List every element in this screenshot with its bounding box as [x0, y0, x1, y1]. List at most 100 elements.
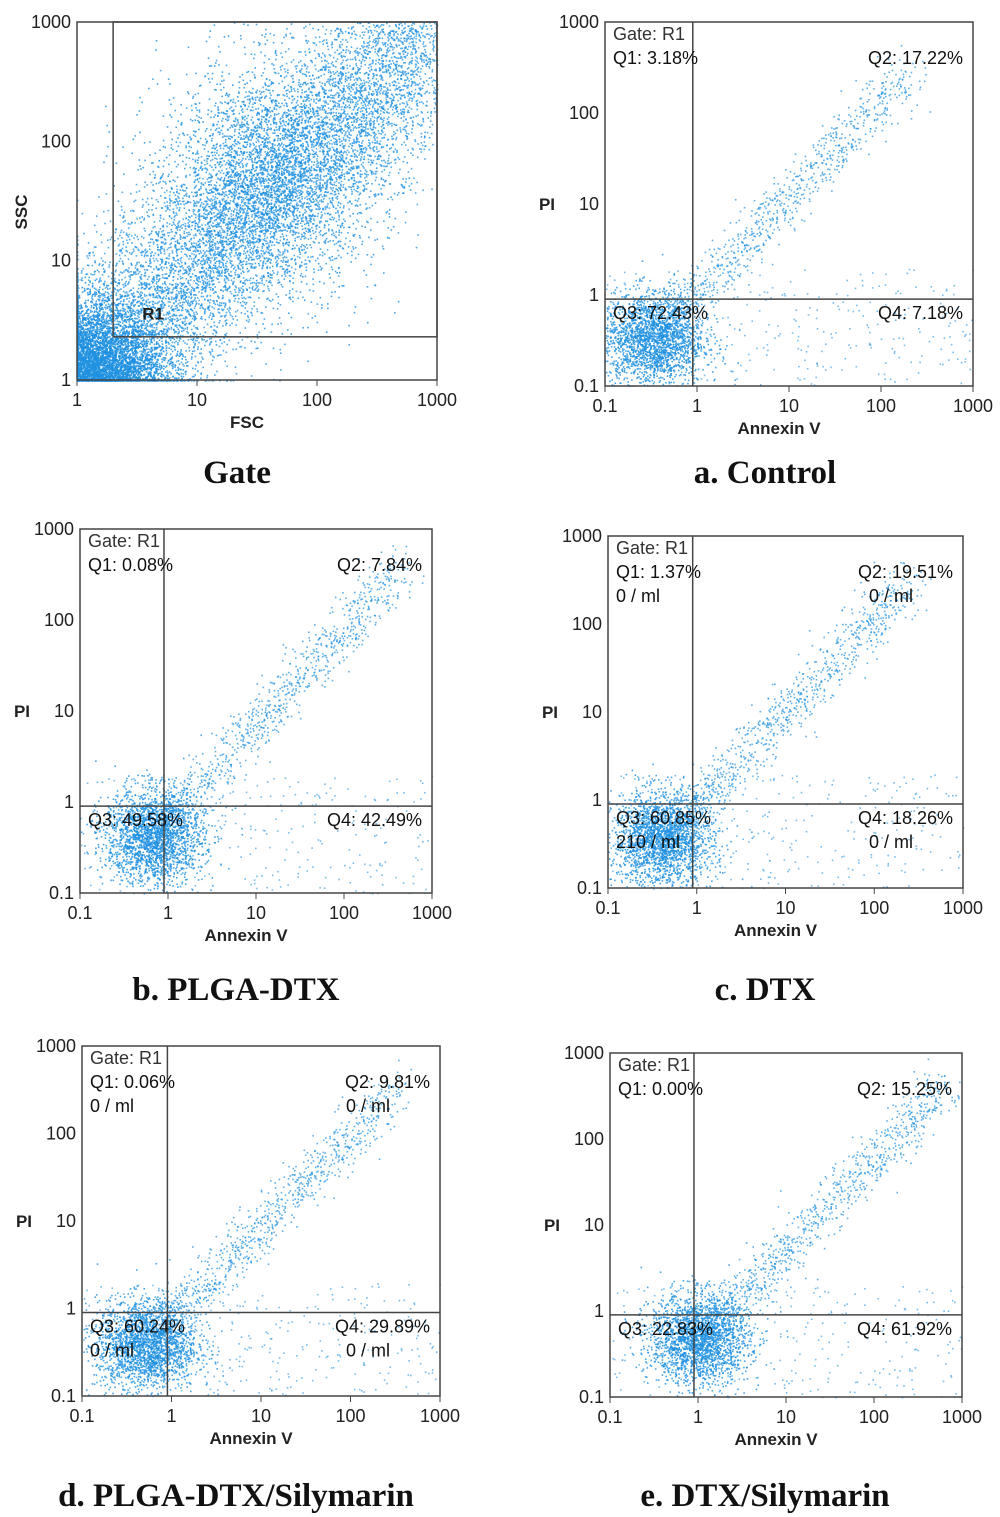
- gate-header: Gate: R1: [90, 1048, 162, 1068]
- x-tick-label: 1000: [420, 1406, 460, 1426]
- quadrant-label-q2: Q2: 17.22%: [868, 48, 963, 68]
- quadrant-label-q4: Q4: 7.18%: [878, 303, 963, 323]
- quadrant-label-q1: Q1: 0.06%: [90, 1072, 175, 1092]
- quadrant-label-q3: Q3: 72.43%: [613, 303, 708, 323]
- quadrant-count-q1: 0 / ml: [90, 1096, 134, 1116]
- y-tick-label: 100: [44, 610, 74, 630]
- x-tick-label: 100: [329, 903, 359, 923]
- quadrant-label-q2: Q2: 19.51%: [858, 562, 953, 582]
- quadrant-label-q2: Q2: 15.25%: [857, 1079, 952, 1099]
- x-tick-label: 0.1: [592, 396, 617, 416]
- gate-header: Gate: R1: [618, 1055, 690, 1075]
- y-tick-label: 10: [56, 1211, 76, 1231]
- y-tick-label: 100: [572, 614, 602, 634]
- x-tick-labels: 0.1 1 10 100 1000: [595, 888, 983, 918]
- y-tick-label: 1: [592, 790, 602, 810]
- x-tick-label: 10: [776, 1407, 796, 1427]
- quadrant-label-q3: Q3: 49.58%: [88, 810, 183, 830]
- y-axis-label: PI: [539, 195, 555, 214]
- caption-plga-dtx: b. PLGA-DTX: [86, 972, 386, 1009]
- quadrant-label-q4: Q4: 29.89%: [335, 1317, 430, 1337]
- x-tick-label: 1: [166, 1406, 176, 1426]
- quadrant-label-q4: Q4: 42.49%: [327, 810, 422, 830]
- y-tick-label: 1000: [559, 12, 599, 32]
- plot-c: 0.1 1 10 100 1000 0.1 1 10 100 1000 Annexin V PI Gat…: [542, 526, 983, 940]
- gate-header: Gate: R1: [88, 531, 160, 551]
- x-axis-label: Annexin V: [209, 1429, 293, 1448]
- gate-header: Gate: R1: [613, 24, 685, 44]
- x-axis-label: Annexin V: [737, 419, 821, 438]
- y-tick-label: 0.1: [577, 878, 602, 898]
- quadrant-label-q3: Q3: 22.83%: [618, 1319, 713, 1339]
- y-tick-label: 1: [61, 370, 71, 390]
- quadrant-label-q4: Q4: 61.92%: [857, 1319, 952, 1339]
- y-tick-label: 0.1: [574, 376, 599, 396]
- caption-plga-dtx-silymarin: d. PLGA-DTX/Silymarin: [0, 1478, 472, 1515]
- x-tick-label: 10: [779, 396, 799, 416]
- caption-gate: Gate: [137, 455, 337, 492]
- event-dots-a: [605, 45, 974, 387]
- gate-header: Gate: R1: [616, 538, 688, 558]
- y-axis-label: PI: [544, 1216, 560, 1235]
- plot-e: 0.1 1 10 100 1000 0.1 1 10 100 1000 Annexin V PI Gat…: [544, 1043, 982, 1449]
- x-axis-label: FSC: [230, 413, 264, 432]
- x-tick-label: 0.1: [69, 1406, 94, 1426]
- y-tick-label: 1: [66, 1299, 76, 1319]
- quadrant-label-q1: Q1: 1.37%: [616, 562, 701, 582]
- y-tick-labels: 0.1 1 10 100 1000: [559, 12, 599, 396]
- x-tick-labels: 0.1 1 10 100 1000: [69, 1396, 460, 1426]
- y-tick-label: 1000: [36, 1036, 76, 1056]
- event-dots-c: [608, 561, 965, 890]
- event-dots-e: [612, 1058, 964, 1399]
- quadrant-label-q2: Q2: 9.81%: [345, 1072, 430, 1092]
- x-tick-label: 100: [302, 390, 332, 410]
- event-dots-gate: [77, 22, 439, 382]
- x-tick-label: 1000: [942, 1407, 982, 1427]
- y-tick-label: 1000: [34, 519, 74, 539]
- y-tick-label: 10: [584, 1215, 604, 1235]
- quadrant-count-q1: 0 / ml: [616, 586, 660, 606]
- x-tick-label: 1000: [412, 903, 452, 923]
- x-axis-label: Annexin V: [734, 921, 818, 940]
- y-tick-label: 0.1: [51, 1386, 76, 1406]
- y-axis-label: PI: [16, 1212, 32, 1231]
- y-tick-label: 10: [51, 251, 71, 271]
- gate-r1-label: R1: [142, 305, 164, 324]
- x-tick-label: 1: [692, 898, 702, 918]
- quadrant-label-q3: Q3: 60.85%: [616, 808, 711, 828]
- y-tick-label: 0.1: [579, 1387, 604, 1407]
- y-tick-label: 1000: [562, 526, 602, 546]
- x-tick-label: 1000: [943, 898, 983, 918]
- quadrant-label-q1: Q1: 0.08%: [88, 555, 173, 575]
- x-tick-label: 1000: [953, 396, 993, 416]
- event-dots-d: [83, 1059, 441, 1398]
- x-tick-label: 100: [335, 1406, 365, 1426]
- y-tick-label: 100: [41, 131, 71, 151]
- plot-d: 0.1 1 10 100 1000 0.1 1 10 100 1000 Annexin V PI Gat…: [16, 1036, 460, 1448]
- x-tick-label: 1: [693, 1407, 703, 1427]
- quadrant-label-q3: Q3: 60.24%: [90, 1317, 185, 1337]
- quadrant-count-q2: 0 / ml: [869, 586, 913, 606]
- quadrant-count-q3: 210 / ml: [616, 832, 680, 852]
- y-tick-label: 1000: [31, 12, 71, 32]
- x-tick-label: 100: [859, 1407, 889, 1427]
- quadrant-count-q4: 0 / ml: [869, 832, 913, 852]
- plot-b: 0.1 1 10 100 1000 0.1 1 10 100 1000 Annexin V PI Gat…: [14, 519, 452, 945]
- quadrant-count-q4: 0 / ml: [346, 1341, 390, 1361]
- y-tick-label: 100: [569, 103, 599, 123]
- x-tick-label: 100: [859, 898, 889, 918]
- x-tick-label: 0.1: [597, 1407, 622, 1427]
- x-tick-labels: 0.1 1 10 100 1000: [67, 893, 452, 923]
- quadrant-label-q2: Q2: 7.84%: [337, 555, 422, 575]
- x-tick-label: 1: [72, 390, 82, 410]
- plot-a: 0.1 1 10 100 1000 0.1 1 10 100 1000 Annexin V PI Gat…: [539, 12, 993, 438]
- x-tick-labels: 0.1 1 10 100 1000: [597, 1397, 982, 1427]
- x-tick-label: 0.1: [67, 903, 92, 923]
- caption-control: a. Control: [615, 455, 915, 492]
- y-axis-label: PI: [14, 702, 30, 721]
- x-axis-label: Annexin V: [204, 926, 288, 945]
- y-tick-label: 1: [64, 792, 74, 812]
- y-tick-label: 100: [46, 1124, 76, 1144]
- y-tick-labels: 0.1 1 10 100 1000: [34, 519, 74, 903]
- y-axis-label: PI: [542, 703, 558, 722]
